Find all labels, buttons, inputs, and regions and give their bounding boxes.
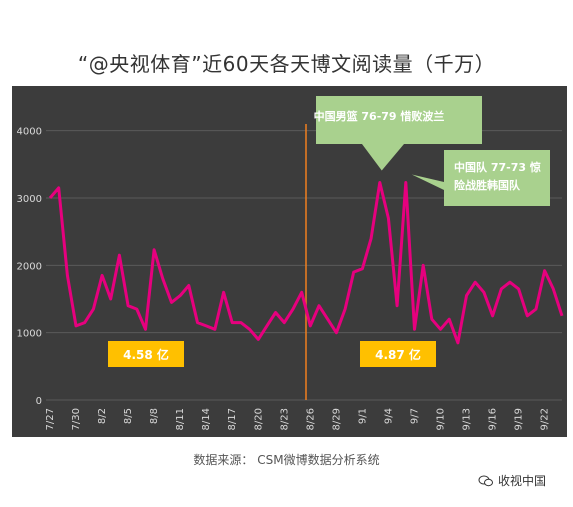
y-tick-label: 3000 xyxy=(17,194,42,205)
y-tick-label: 2000 xyxy=(17,261,42,272)
x-tick-label: 8/26 xyxy=(305,408,316,430)
y-tick-labels: 0 1000 2000 3000 4000 xyxy=(17,127,42,407)
period-label-2-box xyxy=(360,341,436,367)
x-tick-label: 8/23 xyxy=(279,408,290,430)
y-tick-label: 1000 xyxy=(17,329,42,340)
y-tick-label: 0 xyxy=(36,396,42,407)
line-chart: 0 1000 2000 3000 4000 7/27 7/30 8/2 8/5 8/8 8/11 8… xyxy=(12,86,567,437)
callout-2-text-line1: 中国队 77-73 惊 xyxy=(454,160,541,174)
chat-bubble-icon xyxy=(478,475,493,486)
watermark-text: 收视中国 xyxy=(498,474,547,488)
callout-2: 中国队 77-73 惊 险战胜韩国队 xyxy=(411,150,550,206)
x-tick-label: 8/17 xyxy=(227,408,238,430)
data-source: 数据来源： CSM微博数据分析系统 xyxy=(193,453,380,467)
x-tick-label: 9/7 xyxy=(409,408,420,424)
period-label-2: 4.87 亿 xyxy=(360,341,436,367)
callout-2-bubble xyxy=(411,150,550,206)
series-line xyxy=(48,181,564,345)
x-tick-label: 9/16 xyxy=(488,408,499,430)
plot-background xyxy=(12,86,567,437)
x-tick-label: 9/13 xyxy=(462,408,473,430)
x-tick-label: 7/30 xyxy=(71,408,82,430)
callout-2-text-line2: 险战胜韩国队 xyxy=(454,178,521,192)
x-tick-label: 8/2 xyxy=(97,408,108,424)
x-tick-label: 7/27 xyxy=(45,408,56,430)
x-tick-label: 8/29 xyxy=(331,408,342,430)
chart-title: “@央视体育”近60天各天博文阅读量（千万） xyxy=(77,52,496,76)
callout-1-text: 中国男篮 76-79 惜败波兰 xyxy=(314,109,445,123)
x-tick-label: 8/8 xyxy=(149,408,160,424)
x-tick-label: 9/19 xyxy=(514,408,525,430)
x-tick-label: 8/11 xyxy=(175,408,186,430)
x-tick-label: 8/14 xyxy=(201,408,212,430)
x-tick-label: 9/4 xyxy=(383,408,394,424)
period-label-1-box xyxy=(108,341,184,367)
x-tick-label: 9/10 xyxy=(436,408,447,430)
watermark: 收视中国 xyxy=(478,472,546,489)
chart-area: 0 1000 2000 3000 4000 7/27 7/30 8/2 8/5 8/8 8/11 8… xyxy=(12,86,567,437)
period-label-1: 4.58 亿 xyxy=(108,341,184,367)
callout-1-bubble xyxy=(316,96,482,171)
y-tick-label: 4000 xyxy=(17,127,42,138)
x-tick-labels: 7/27 7/30 8/2 8/5 8/8 8/11 8/14 8/17 8/20 8/23 8/2… xyxy=(45,408,551,430)
x-tick-label: 8/20 xyxy=(253,408,264,430)
callout-1: 中国男篮 76-79 惜败波兰 xyxy=(314,96,482,171)
period-label-2-text: 4.87 亿 xyxy=(375,347,421,362)
x-tick-label: 8/5 xyxy=(123,408,134,424)
x-tick-label: 9/22 xyxy=(540,408,551,430)
x-tick-label: 9/1 xyxy=(357,408,368,424)
period-label-1-text: 4.58 亿 xyxy=(123,347,169,362)
